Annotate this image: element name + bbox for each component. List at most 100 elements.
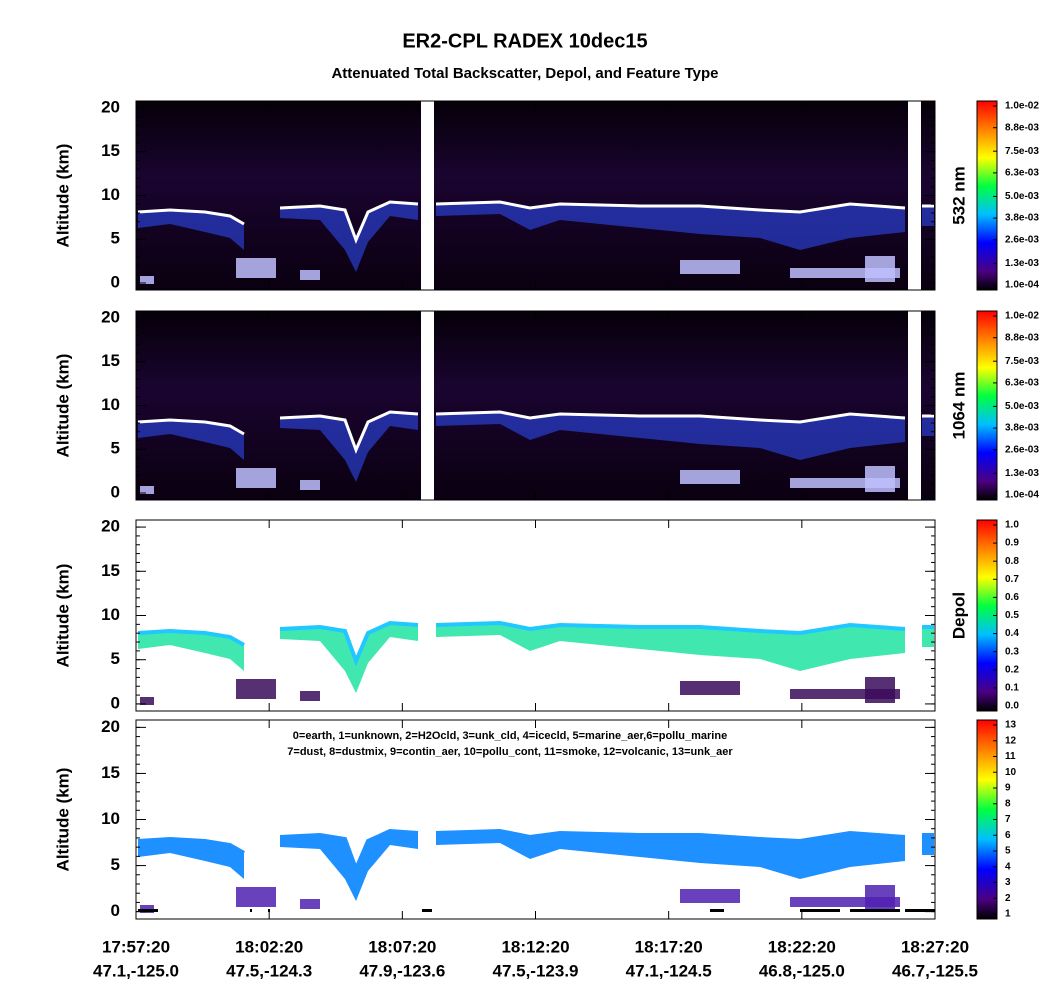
cloud-top xyxy=(137,836,245,855)
low-feature xyxy=(300,899,320,909)
colorbar-label: 532 nm xyxy=(949,166,968,225)
cloud-top xyxy=(279,828,419,875)
x-tick-label: 47.5,-124.3 xyxy=(226,961,312,980)
data-gap xyxy=(908,311,921,500)
colorbar-tick-label: 0.1 xyxy=(1005,683,1019,694)
y-tick-label: 20 xyxy=(101,97,120,116)
x-tick-label: 18:12:20 xyxy=(501,937,569,956)
colorbar-label: Depol xyxy=(949,592,968,639)
x-tick-label: 18:17:20 xyxy=(635,937,703,956)
low-feature xyxy=(236,887,276,907)
y-tick-label: 5 xyxy=(111,229,120,248)
y-tick-label: 5 xyxy=(111,649,120,668)
cloud-top xyxy=(279,620,419,667)
colorbar-tick-label: 0.8 xyxy=(1005,556,1019,567)
colorbar-tick-label: 3.8e-03 xyxy=(1005,423,1039,434)
colorbar-tick-label: 9 xyxy=(1005,783,1011,794)
low-feature xyxy=(865,677,895,703)
x-tick-label: 18:22:20 xyxy=(768,937,836,956)
cloud-layer xyxy=(138,210,244,250)
colorbar-tick-label: 8.8e-03 xyxy=(1005,122,1039,133)
colorbar-tick-label: 1.0e-02 xyxy=(1005,101,1039,112)
colorbar-tick-label: 2 xyxy=(1005,893,1011,904)
cloud-top xyxy=(279,410,419,455)
surface-marker xyxy=(800,909,840,912)
colorbar-tick-label: 13 xyxy=(1005,720,1017,731)
low-feature xyxy=(865,256,895,282)
y-axis-label: Altitude (km) xyxy=(53,354,72,458)
colorbar-tick-label: 1.0e-04 xyxy=(1005,280,1039,291)
cloud-layer xyxy=(280,623,418,693)
cloud-top xyxy=(435,620,906,636)
colorbar-tick-label: 0.9 xyxy=(1005,538,1019,549)
data-gap xyxy=(421,101,434,290)
low-feature xyxy=(680,470,740,484)
low-feature xyxy=(300,480,320,490)
surface-marker xyxy=(422,909,432,912)
cloud-layer xyxy=(436,202,905,250)
x-tick-label: 18:02:20 xyxy=(235,937,303,956)
cloud-layer xyxy=(138,839,244,879)
surface-marker xyxy=(138,909,158,912)
colorbar-tick-label: 1.0 xyxy=(1005,520,1019,531)
x-tick-label: 18:07:20 xyxy=(368,937,436,956)
low-feature xyxy=(236,679,276,699)
cloud-layer xyxy=(280,412,418,482)
colorbar-tick-label: 5.0e-03 xyxy=(1005,401,1039,412)
x-tick-label: 47.5,-123.9 xyxy=(492,961,578,980)
panel: 0 5 10 15 20 Altitude (km) 0.0 0.1 0.2 0.3 0.4 0.5 0… xyxy=(53,517,1019,713)
data-gap xyxy=(421,311,434,500)
surface-marker xyxy=(268,909,270,912)
colorbar-tick-label: 1.0e-02 xyxy=(1005,311,1039,322)
cloud-layer xyxy=(922,835,934,855)
subtitle: Attenuated Total Backscatter, Depol, and… xyxy=(331,65,718,82)
cloud-layer xyxy=(138,631,244,671)
colorbar-tick-label: 7 xyxy=(1005,814,1011,825)
low-feature xyxy=(300,270,320,280)
low-feature xyxy=(790,268,900,278)
colorbar-tick-label: 0.6 xyxy=(1005,592,1019,603)
surface-marker xyxy=(710,909,724,912)
low-feature xyxy=(300,691,320,701)
legend-text: 0=earth, 1=unknown, 2=H2Ocld, 3=unk_cld,… xyxy=(293,730,727,742)
x-tick-label: 47.1,-124.5 xyxy=(626,961,712,980)
colorbar-tick-label: 8.8e-03 xyxy=(1005,332,1039,343)
colorbar-tick-label: 0.7 xyxy=(1005,574,1019,585)
cloud-layer xyxy=(436,623,905,671)
y-axis-label: Altitude (km) xyxy=(53,564,72,668)
low-feature xyxy=(140,486,154,494)
colorbar xyxy=(976,310,998,501)
surface-marker xyxy=(905,909,935,912)
x-tick-label: 18:27:20 xyxy=(901,937,969,956)
low-feature xyxy=(236,468,276,488)
y-tick-label: 15 xyxy=(101,141,120,160)
low-feature xyxy=(236,258,276,278)
colorbar-tick-label: 3.8e-03 xyxy=(1005,213,1039,224)
cloud-layer xyxy=(138,420,244,460)
y-tick-label: 10 xyxy=(101,605,120,624)
cloud-top xyxy=(435,828,906,844)
colorbar-tick-label: 1 xyxy=(1005,909,1011,920)
panel: 0=earth, 1=unknown, 2=H2Ocld, 3=unk_cld,… xyxy=(53,717,1016,920)
colorbar-tick-label: 10 xyxy=(1005,767,1017,778)
title: ER2-CPL RADEX 10dec15 xyxy=(402,30,647,52)
y-tick-label: 0 xyxy=(111,272,120,291)
cloud-top xyxy=(137,628,245,647)
colorbar-tick-label: 1.0e-04 xyxy=(1005,490,1039,501)
colorbar-tick-label: 2.6e-03 xyxy=(1005,234,1039,245)
y-tick-label: 10 xyxy=(101,395,120,414)
y-tick-label: 15 xyxy=(101,763,120,782)
colorbar xyxy=(976,100,998,291)
cloud-layer xyxy=(280,202,418,272)
colorbar-tick-label: 6.3e-03 xyxy=(1005,378,1039,389)
legend-text: 7=dust, 8=dustmix, 9=contin_aer, 10=poll… xyxy=(287,746,733,758)
colorbar-tick-label: 4 xyxy=(1005,861,1011,872)
y-tick-label: 15 xyxy=(101,561,120,580)
y-tick-label: 10 xyxy=(101,809,120,828)
colorbar-tick-label: 1.3e-03 xyxy=(1005,468,1039,479)
y-tick-label: 15 xyxy=(101,351,120,370)
cloud-top xyxy=(279,200,419,245)
surface-marker xyxy=(850,909,900,912)
cloud-layer xyxy=(922,627,934,647)
